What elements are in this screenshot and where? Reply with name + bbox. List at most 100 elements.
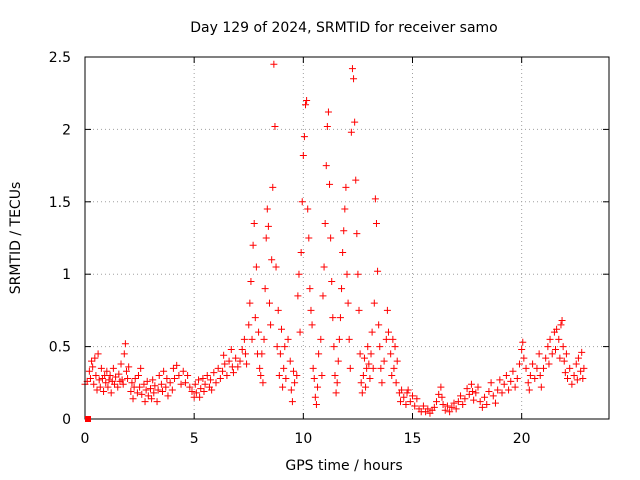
data-point [467,380,475,388]
data-point [295,270,303,278]
data-point [483,401,491,409]
axis-ticks: 0 0.5 1 1.5 2 2.5 0 5 10 15 20 [49,50,609,447]
data-point [525,386,533,394]
y-axis-title: SRMTID / TECUs [8,182,24,295]
x-tick-label: 10 [294,431,312,447]
data-point [465,390,473,398]
data-point [367,350,375,358]
data-point [392,379,400,387]
data-point [262,234,270,242]
data-point [184,372,192,380]
data-point [355,306,363,314]
data-point [273,343,281,351]
data-point [430,403,438,411]
data-point [341,205,349,213]
data-point [89,363,97,371]
data-point [112,373,120,381]
data-point [296,328,304,336]
data-point [389,335,397,343]
data-point [287,386,295,394]
data-point [529,360,537,368]
data-point [375,321,383,329]
data-point [298,198,306,206]
data-point [406,398,414,406]
data-point [441,406,449,414]
data-point [240,335,248,343]
data-point [272,263,280,271]
data-point [216,374,224,382]
data-point [86,374,94,382]
data-point [335,335,343,343]
data-point [339,248,347,256]
data-point [121,340,129,348]
data-point [476,398,484,406]
data-point [247,277,255,285]
data-point [378,379,386,387]
data-point [323,123,331,131]
data-point [556,354,564,362]
data-point [195,376,203,384]
data-point [472,389,480,397]
data-point [535,350,543,358]
data-point [368,328,376,336]
data-point [322,162,330,170]
data-point [327,234,335,242]
data-point [223,372,231,380]
data-point [94,350,102,358]
data-point [536,372,544,380]
data-point [153,398,161,406]
data-point [110,380,118,388]
data-point [249,241,257,249]
x-tick-label: 20 [513,431,531,447]
data-point [398,386,406,394]
data-point [127,387,135,395]
data-point [300,133,308,141]
data-point [234,363,242,371]
data-point [470,396,478,404]
data-point [518,345,526,353]
data-point [142,386,150,394]
data-point [513,374,521,382]
data-point [264,222,272,230]
data-point [103,367,111,375]
data-point [96,383,104,391]
data-point [363,364,371,372]
data-point [258,350,266,358]
data-point [122,367,130,375]
data-point [229,369,237,377]
data-point [369,364,377,372]
data-point [360,354,368,362]
data-point [107,389,115,397]
data-point [151,382,159,390]
data-point [312,401,320,409]
data-point [282,374,290,382]
data-point [463,385,471,393]
data-point [336,314,344,322]
data-point [259,379,267,387]
data-point [164,392,172,400]
data-point [85,367,93,375]
data-point [487,379,495,387]
data-point [452,405,460,413]
data-point [377,364,385,372]
plot-frame [84,56,610,420]
data-point [509,367,517,375]
data-point [169,364,177,372]
data-point [148,395,156,403]
data-point [227,345,235,353]
data-point [579,374,587,382]
data-point [140,380,148,388]
data-point [371,195,379,203]
data-point [271,123,279,131]
data-point [334,357,342,365]
data-point [106,372,114,380]
data-point [494,386,502,394]
data-point [149,376,157,384]
y-tick-label: 1.5 [49,195,71,211]
chart-title: Day 129 of 2024, SRMTID for receiver sam… [190,20,498,36]
data-point [384,328,392,336]
data-point [433,398,441,406]
data-point [443,402,451,410]
data-point [248,335,256,343]
